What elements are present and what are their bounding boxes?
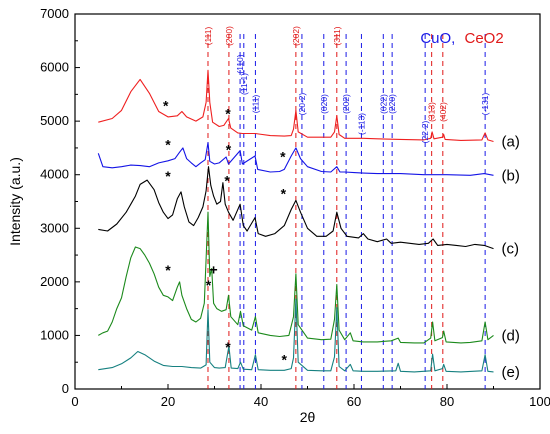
series-line — [98, 298, 494, 373]
series-line — [98, 69, 494, 143]
reference-line-label: (202) — [291, 26, 301, 46]
reference-line-label: (111) — [203, 27, 213, 46]
reference-line-label: (020) — [319, 94, 329, 114]
reference-line-label: (313) — [427, 102, 437, 122]
y-tick-label: 0 — [62, 381, 69, 396]
y-tick-label: 7000 — [40, 6, 69, 21]
peak-markers: *** * ** ****+** — [163, 97, 288, 367]
y-tick-label: 2000 — [40, 274, 69, 289]
legend-cuo: CuO, — [420, 30, 455, 47]
peak-marker: * — [163, 97, 169, 113]
reference-labels: (111) (200)(110)(11-1)(111)(202)(20-2) (02… — [203, 26, 490, 143]
y-tick-label: 1000 — [40, 327, 69, 342]
peak-marker: * — [280, 148, 286, 164]
reference-line-label: (110) — [235, 54, 245, 73]
y-tick-label: 5000 — [40, 113, 69, 128]
series-labels: (a) (b) (c) (d) (e) — [502, 134, 520, 381]
x-tick-label: 20 — [161, 394, 175, 409]
peak-marker: + — [209, 261, 217, 277]
reference-line-label: (202) — [341, 94, 351, 114]
reference-line-label: (22-2) — [420, 121, 430, 144]
peak-marker: * — [224, 172, 230, 188]
peak-marker: * — [281, 185, 287, 201]
series-line — [98, 166, 494, 250]
x-axis: 0 20 40 60 80 100 — [71, 384, 550, 409]
series-label: (c) — [502, 241, 520, 258]
series-line — [97, 142, 494, 176]
x-tick-label: 0 — [71, 394, 78, 409]
plot-area — [74, 13, 541, 390]
series-line — [98, 211, 494, 344]
reference-line-label: (-131) — [480, 93, 490, 116]
reference-line-label: (111) — [250, 95, 260, 114]
series-label: (e) — [502, 364, 520, 381]
reference-line-label: (022) — [378, 94, 388, 114]
reference-line-label: (-113) — [356, 113, 366, 135]
x-axis-title: 2θ — [300, 409, 316, 425]
peak-marker: * — [282, 351, 288, 367]
series-label: (a) — [502, 134, 520, 151]
peak-marker: * — [225, 105, 231, 121]
y-axis-title: Intensity (a.u.) — [7, 157, 23, 246]
series-label: (b) — [502, 167, 520, 184]
y-axis: 0 1000 2000 3000 4000 5000 6000 7000 — [40, 6, 80, 396]
series-label: (d) — [502, 327, 520, 344]
series-lines — [97, 69, 494, 373]
reference-line-label: (311) — [332, 26, 342, 45]
peak-marker: * — [165, 262, 171, 278]
peak-marker: * — [165, 168, 171, 184]
x-tick-label: 40 — [254, 394, 268, 409]
legend-ceo2: CeO2 — [465, 30, 504, 47]
reference-line-label: (200) — [224, 26, 234, 46]
x-tick-label: 60 — [347, 394, 361, 409]
y-tick-label: 3000 — [40, 220, 69, 235]
y-tick-label: 6000 — [40, 60, 69, 75]
legend: CuO, CeO2 — [420, 30, 503, 47]
y-tick-label: 4000 — [40, 167, 69, 182]
x-tick-label: 100 — [529, 394, 550, 409]
peak-marker: * — [206, 277, 212, 293]
peak-marker: * — [225, 339, 231, 355]
peak-marker: * — [226, 141, 232, 157]
reference-line-label: (402) — [438, 102, 448, 122]
reference-line-label: (11-1) — [239, 73, 249, 95]
reference-line-label: (20-2) — [297, 93, 307, 116]
reference-line-label: (220) — [387, 94, 397, 114]
x-tick-label: 80 — [440, 394, 454, 409]
peak-marker: * — [165, 137, 171, 153]
